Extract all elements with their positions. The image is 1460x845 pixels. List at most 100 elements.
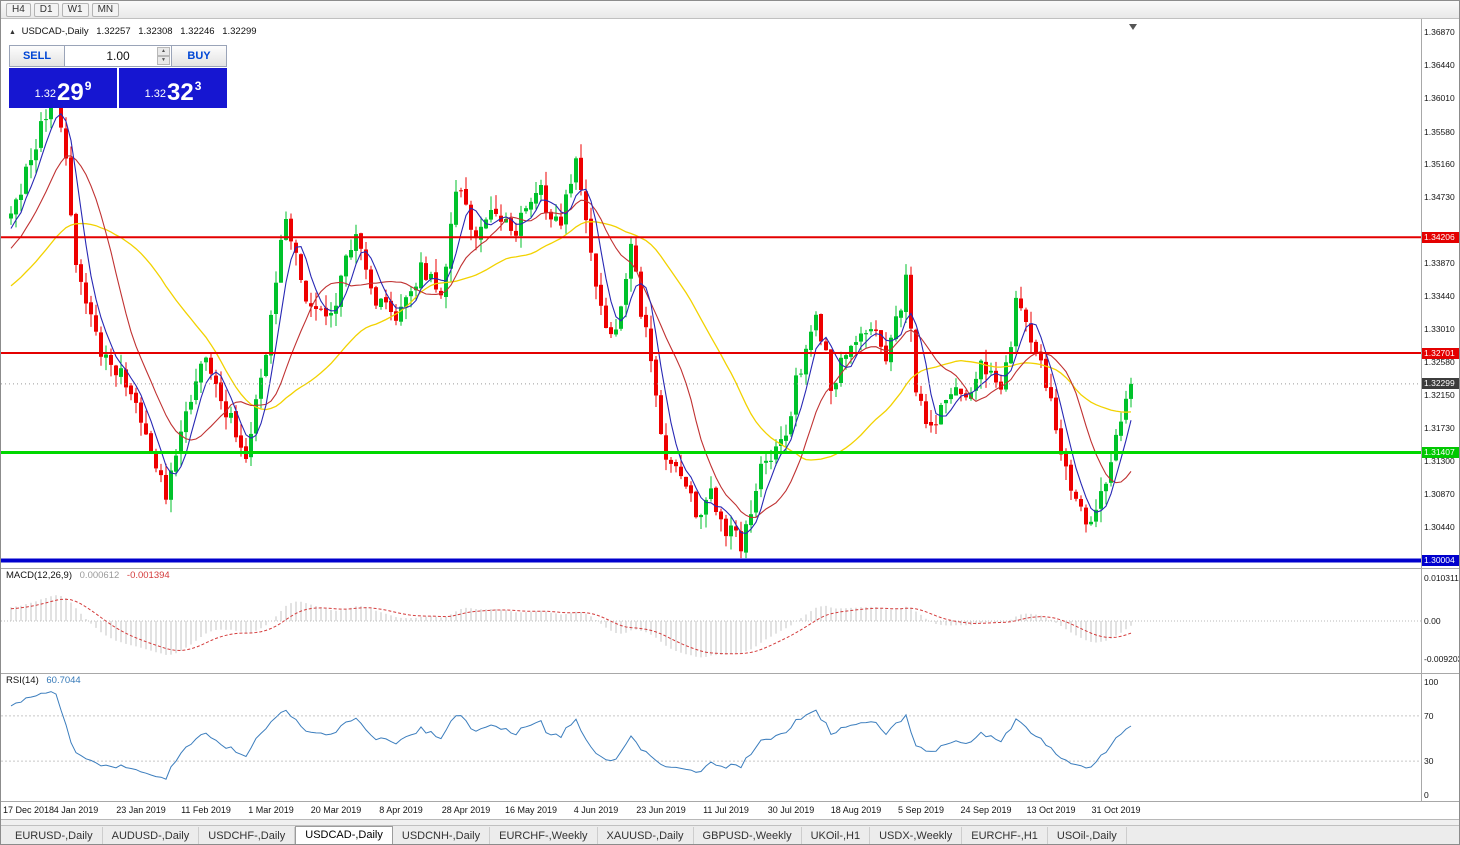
price-axis[interactable]: 1.36870 1.36440 1.36010 1.35580 1.35160 1.347… — [1422, 19, 1460, 801]
rsi-panel-canvas[interactable] — [1, 673, 1422, 801]
volume-increase-button[interactable]: ▲ — [157, 47, 170, 56]
date-label: 1 Mar 2019 — [248, 805, 294, 815]
chart-tab-ukoil-h1[interactable]: UKOil-,H1 — [802, 827, 871, 844]
sell-price-base: 1.32 — [34, 88, 57, 100]
rsi-indicator-name: RSI(14) — [6, 675, 39, 686]
timeframe-button-mn[interactable]: MN — [91, 2, 120, 17]
chart-tab-usoil-daily[interactable]: USOil-,Daily — [1048, 827, 1127, 844]
date-label: 5 Sep 2019 — [897, 805, 945, 815]
chart-tab-usdcnh-daily[interactable]: USDCNH-,Daily — [393, 827, 491, 844]
price-scale-label: 1.31300 — [1424, 455, 1455, 466]
date-label: 23 Jan 2019 — [116, 805, 166, 815]
ohlc-close-value: 1.32299 — [222, 26, 257, 37]
macd-indicator-name: MACD(12,26,9) — [6, 570, 72, 581]
chart-tab-usdx-weekly[interactable]: USDX-,Weekly — [870, 827, 963, 844]
support-level-label-1-31407: 1.31407 — [1422, 447, 1459, 459]
price-scale-label: 1.35580 — [1424, 126, 1455, 137]
buy-button[interactable]: BUY — [171, 45, 227, 67]
ohlc-open-value: 1.32257 — [96, 26, 131, 37]
price-scale-label: 1.34730 — [1424, 191, 1455, 202]
chart-shift-marker[interactable] — [1129, 24, 1137, 30]
macd-scale-label: 0.010311 — [1424, 573, 1459, 584]
buy-price-pips: 32 — [167, 79, 194, 106]
macd-main-value: 0.000612 — [79, 570, 120, 581]
sell-price-pips: 29 — [57, 79, 84, 106]
date-label: 30 Jul 2019 — [767, 805, 815, 815]
timeframe-button-h4[interactable]: H4 — [6, 2, 31, 17]
date-label: 28 Apr 2019 — [441, 805, 491, 815]
panel-collapse-icon[interactable]: ▲ — [9, 29, 16, 36]
sell-price-button[interactable]: 1.32 29 9 — [9, 68, 117, 108]
price-scale-label: 1.35160 — [1424, 158, 1455, 169]
chart-title: ▲ USDCAD-,Daily 1.32257 1.32308 1.32246 … — [9, 26, 257, 37]
volume-input[interactable]: 1.00 ▲ ▼ — [65, 45, 171, 67]
rsi-panel-separator[interactable] — [1, 673, 1459, 674]
sell-price-point: 9 — [84, 79, 92, 93]
price-scale-label: 1.33440 — [1424, 291, 1455, 302]
rsi-scale-label: 100 — [1424, 677, 1439, 687]
macd-panel-separator[interactable] — [1, 568, 1459, 569]
date-label: 8 Apr 2019 — [379, 805, 423, 815]
chart-symbol-label: USDCAD-,Daily — [21, 26, 89, 37]
chart-tab-audusd-daily[interactable]: AUDUSD-,Daily — [103, 827, 200, 844]
date-label: 4 Jun 2019 — [573, 805, 619, 815]
volume-decrease-button[interactable]: ▼ — [157, 56, 170, 65]
date-label: 4 Jan 2019 — [53, 805, 99, 815]
macd-scale-label: -0.009203 — [1424, 654, 1460, 665]
price-scale-label: 1.31730 — [1424, 422, 1455, 433]
rsi-value: 60.7044 — [46, 675, 81, 686]
price-scale-label: 1.32580 — [1424, 357, 1455, 368]
date-label: 13 Oct 2019 — [1026, 805, 1076, 815]
volume-spinner: ▲ ▼ — [157, 47, 170, 65]
resistance-level-label-1-34206: 1.34206 — [1422, 231, 1459, 243]
resistance-level-label-1-32701: 1.32701 — [1422, 347, 1459, 359]
date-axis-separator — [1, 801, 1459, 802]
chart-tab-usdcad-daily[interactable]: USDCAD-,Daily — [295, 825, 393, 844]
chart-tabs-bar: EURUSD-,Daily AUDUSD-,Daily USDCHF-,Daily U… — [1, 825, 1459, 844]
one-click-trading-panel: SELL 1.00 ▲ ▼ BUY 1.32 29 9 1.32 32 3 — [9, 45, 227, 108]
date-label: 31 Oct 2019 — [1091, 805, 1141, 815]
macd-scale-label: 0.00 — [1424, 616, 1441, 626]
price-scale-label: 1.36440 — [1424, 60, 1455, 71]
buy-price-base: 1.32 — [144, 88, 167, 100]
date-label: 18 Aug 2019 — [830, 805, 882, 815]
support-level-label-1-30004: 1.30004 — [1422, 554, 1459, 566]
chart-tab-eurchf-weekly[interactable]: EURCHF-,Weekly — [490, 827, 598, 844]
horizontal-scrollbar[interactable] — [1, 819, 1459, 825]
price-scale-label: 1.30870 — [1424, 488, 1455, 499]
timeframe-button-d1[interactable]: D1 — [33, 2, 59, 17]
date-label: 17 Dec 2018 — [3, 805, 55, 815]
buy-price-point: 3 — [194, 79, 202, 93]
rsi-scale-label: 70 — [1424, 710, 1434, 721]
macd-signal-value: -0.001394 — [126, 570, 170, 581]
date-axis[interactable]: 17 Dec 2018 4 Jan 2019 23 Jan 2019 11 Feb 2… — [1, 802, 1421, 819]
trade-controls-row: SELL 1.00 ▲ ▼ BUY — [9, 45, 227, 67]
main-chart-canvas[interactable] — [1, 19, 1422, 568]
volume-value: 1.00 — [106, 49, 130, 63]
chart-tab-eurchf-h1[interactable]: EURCHF-,H1 — [962, 827, 1048, 844]
timeframe-button-w1[interactable]: W1 — [61, 2, 89, 17]
date-label: 20 Mar 2019 — [310, 805, 362, 815]
price-scale-label: 1.33870 — [1424, 258, 1455, 269]
chart-tab-usdchf-daily[interactable]: USDCHF-,Daily — [199, 827, 296, 844]
price-axis-separator — [1421, 19, 1422, 801]
date-label: 23 Jun 2019 — [636, 805, 686, 815]
ohlc-low-value: 1.32246 — [180, 26, 215, 37]
price-scale-label: 1.36870 — [1424, 27, 1455, 38]
buy-price-button[interactable]: 1.32 32 3 — [119, 68, 227, 108]
chart-tab-eurusd-daily[interactable]: EURUSD-,Daily — [6, 827, 103, 844]
price-scale-label: 1.30440 — [1424, 521, 1455, 532]
macd-panel-canvas[interactable] — [1, 568, 1422, 673]
sell-button[interactable]: SELL — [9, 45, 65, 67]
date-label: 11 Feb 2019 — [181, 805, 231, 815]
chart-tab-gbpusd-weekly[interactable]: GBPUSD-,Weekly — [694, 827, 802, 844]
price-scale-label: 1.33010 — [1424, 324, 1455, 335]
date-label: 16 May 2019 — [504, 805, 558, 815]
rsi-scale-label: 30 — [1424, 756, 1434, 767]
trade-prices-row: 1.32 29 9 1.32 32 3 — [9, 68, 227, 108]
macd-indicator-label: MACD(12,26,9) 0.000612 -0.001394 — [6, 570, 170, 581]
current-price-label: 1.32299 — [1422, 378, 1459, 390]
date-label: 24 Sep 2019 — [960, 805, 1012, 815]
chart-tab-xauusd-daily[interactable]: XAUUSD-,Daily — [598, 827, 694, 844]
